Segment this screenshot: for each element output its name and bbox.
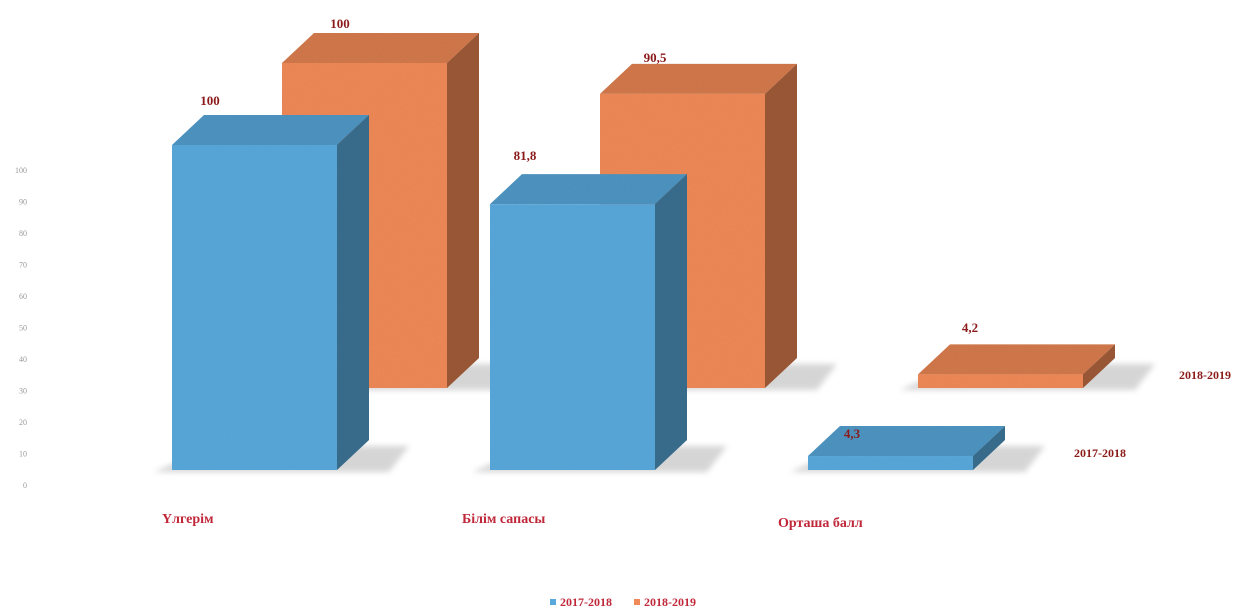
bar bbox=[490, 204, 655, 470]
y-tick-label: 100 bbox=[15, 166, 27, 175]
data-label: 100 bbox=[200, 93, 220, 108]
category-label: Үлгерім bbox=[162, 512, 214, 527]
bar-side bbox=[447, 33, 479, 388]
bar-side bbox=[973, 426, 1005, 470]
category-label: Білім сапасы bbox=[462, 512, 545, 527]
y-tick-label: 70 bbox=[19, 261, 27, 270]
y-tick-label: 40 bbox=[19, 355, 27, 364]
bar-top bbox=[600, 63, 797, 94]
bar bbox=[808, 456, 973, 470]
category-label: Орташа балл bbox=[778, 516, 863, 531]
bar-top bbox=[172, 115, 369, 145]
y-tick-label: 90 bbox=[19, 198, 27, 207]
bar-top bbox=[282, 33, 479, 63]
bar-top bbox=[918, 344, 1115, 375]
depth-axis-label: 2018-2019 bbox=[1179, 368, 1231, 382]
bar-top bbox=[808, 426, 1005, 457]
legend-label: 2017-2018 bbox=[560, 595, 612, 609]
y-tick-label: 50 bbox=[19, 324, 27, 333]
data-label: 4,3 bbox=[844, 426, 861, 441]
y-tick-label: 0 bbox=[23, 481, 27, 490]
y-tick-label: 60 bbox=[19, 292, 27, 301]
legend: 2017-2018 2018-2019 bbox=[550, 595, 696, 609]
bar-side bbox=[765, 63, 797, 388]
data-label: 81,8 bbox=[514, 148, 537, 163]
bar-side bbox=[1083, 344, 1115, 388]
category-labels: Үлгерім Білім сапасы Орташа балл bbox=[162, 512, 863, 531]
y-tick-label: 30 bbox=[19, 387, 27, 396]
legend-swatch bbox=[550, 599, 556, 605]
y-tick-label: 20 bbox=[19, 418, 27, 427]
bar-side bbox=[655, 174, 687, 470]
bar-top bbox=[490, 174, 687, 205]
legend-label: 2018-2019 bbox=[644, 595, 696, 609]
bars bbox=[172, 33, 1115, 470]
bar bbox=[918, 374, 1083, 388]
y-tick-label: 80 bbox=[19, 229, 27, 238]
data-label: 4,2 bbox=[962, 320, 978, 335]
legend-swatch bbox=[634, 599, 640, 605]
y-axis-ticks: 0 10 20 30 40 50 60 70 80 90 100 bbox=[15, 166, 27, 490]
data-label: 90,5 bbox=[644, 50, 667, 65]
value-labels: 100 90,5 4,2 100 81,8 4,3 bbox=[200, 16, 978, 441]
bar-side bbox=[337, 115, 369, 470]
y-tick-label: 10 bbox=[19, 450, 27, 459]
depth-axis-label: 2017-2018 bbox=[1074, 446, 1126, 460]
depth-axis-labels: 2017-2018 2018-2019 bbox=[1074, 368, 1231, 460]
data-label: 100 bbox=[330, 16, 350, 31]
bar bbox=[172, 145, 337, 470]
